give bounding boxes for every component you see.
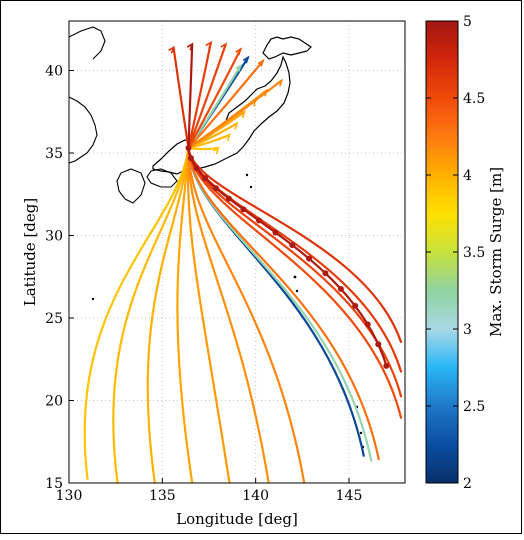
colorbar-gradient: [425, 20, 459, 484]
track-end-arrow: [224, 133, 231, 142]
track-position-marker: [375, 341, 382, 348]
track-position-marker: [225, 195, 232, 202]
typhoon-track-line: [187, 79, 306, 483]
mainland-coastline: [69, 26, 106, 60]
track-position-marker: [322, 270, 329, 277]
colorbar-tick-label: 2: [463, 476, 472, 492]
kyushu-coastline: [116, 168, 146, 204]
x-tick-label: 140: [242, 488, 269, 504]
shikoku-coastline: [146, 168, 178, 188]
track-end-arrow: [186, 42, 194, 51]
y-axis-ticks: 15 20 25 30 35 40: [45, 64, 74, 492]
island: [359, 431, 363, 435]
track-end-arrow: [220, 42, 228, 51]
colorbar-tick-label: 2.5: [463, 399, 485, 415]
track-position-marker: [364, 321, 371, 328]
typhoon-track-line: [187, 59, 380, 461]
track-end-arrow: [235, 63, 243, 72]
track-position-marker: [187, 155, 194, 162]
track-position-marker: [306, 255, 313, 262]
colorbar-tick-label: 3: [463, 322, 472, 338]
island: [245, 173, 249, 177]
typhoon-track-line: [83, 146, 219, 480]
x-tick-label: 130: [56, 488, 83, 504]
track-position-marker: [193, 165, 200, 172]
track-end-arrow: [212, 146, 220, 155]
track-position-marker: [256, 217, 263, 224]
y-tick-label: 35: [45, 146, 63, 162]
track-end-arrow: [205, 40, 213, 49]
colorbar-tick-label: 5: [463, 14, 472, 30]
track-end-arrow: [235, 47, 243, 56]
island: [91, 297, 95, 301]
x-tick-label: 135: [149, 488, 176, 504]
track-end-arrow: [257, 58, 265, 67]
y-axis-label: Latitude [deg]: [21, 198, 39, 306]
typhoon-track-line: [146, 122, 238, 483]
track-position-marker: [383, 362, 390, 369]
y-tick-label: 30: [45, 229, 63, 245]
y-tick-label: 40: [45, 64, 63, 80]
colorbar-label: Max. Storm Surge [m]: [487, 167, 505, 337]
track-end-arrow: [168, 45, 175, 54]
track-end-arrow: [261, 88, 269, 97]
colorbar: 2 2.5 3 3.5 4 4.5 5 Max. Storm Surge [m]: [425, 14, 505, 492]
track-position-marker: [202, 175, 209, 182]
track-end-arrow: [242, 55, 250, 64]
y-tick-label: 15: [45, 476, 63, 492]
track-position-marker: [240, 206, 247, 213]
colorbar-tick-label: 4.5: [463, 91, 485, 107]
island: [293, 275, 297, 279]
x-axis-label: Longitude [deg]: [176, 510, 298, 528]
track-position-marker: [337, 285, 344, 292]
typhoon-track-line: [176, 110, 246, 483]
x-tick-label: 145: [336, 488, 363, 504]
track-position-marker: [289, 242, 296, 249]
island: [295, 289, 299, 293]
track-position-marker: [213, 185, 220, 192]
colorbar-tick-label: 3.5: [463, 245, 485, 261]
x-axis-ticks: 130 135 140 145: [56, 478, 363, 504]
track-end-arrow: [231, 121, 239, 130]
track-position-marker: [352, 302, 359, 309]
island: [249, 185, 253, 189]
typhoon-track-line: [172, 47, 403, 344]
typhoon-track-line: [187, 48, 403, 419]
y-tick-label: 25: [45, 311, 63, 327]
korea-coastline: [69, 96, 98, 164]
typhoon-track-line: [112, 133, 230, 483]
y-tick-label: 20: [45, 394, 63, 410]
track-position-marker: [272, 229, 279, 236]
track-position-marker: [185, 145, 192, 152]
plot-area: [69, 21, 405, 483]
track-end-arrow: [276, 78, 284, 87]
hokkaido-coastline: [262, 36, 312, 60]
plot-border: [68, 20, 406, 484]
colorbar-tick-label: 4: [463, 168, 472, 184]
track-end-arrow: [239, 109, 246, 119]
typhoon-tracks: [83, 40, 403, 483]
colorbar-ticks: 2 2.5 3 3.5 4 4.5 5: [426, 14, 485, 492]
